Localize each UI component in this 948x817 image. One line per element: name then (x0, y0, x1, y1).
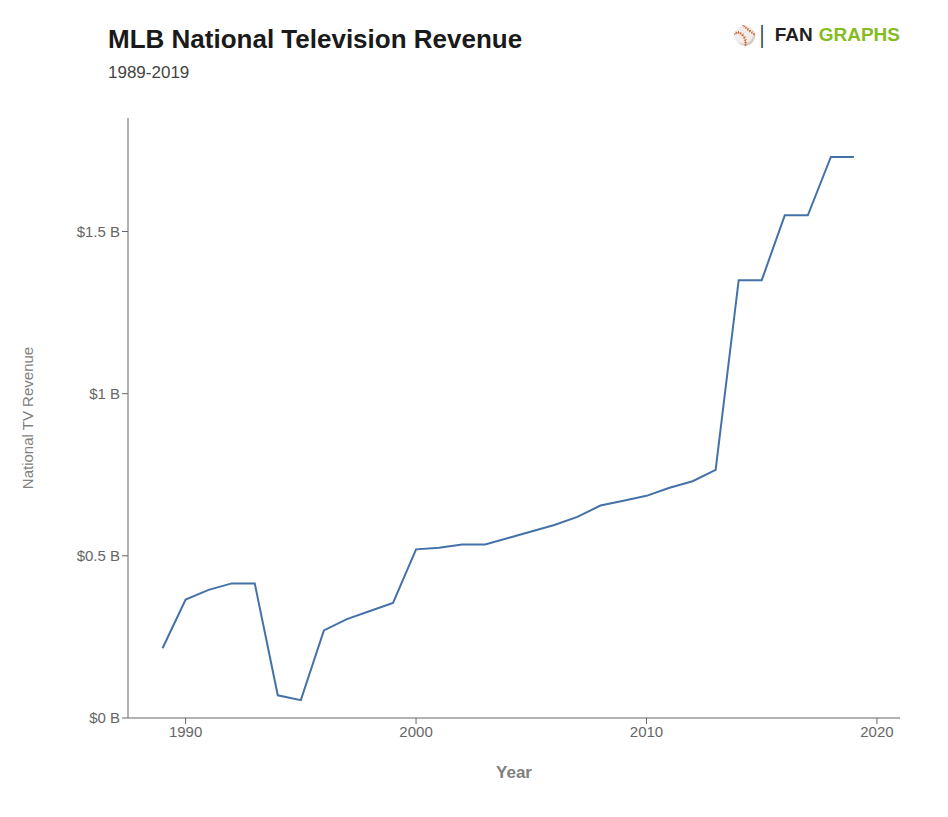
svg-text:2000: 2000 (399, 723, 432, 740)
svg-text:1990: 1990 (169, 723, 202, 740)
svg-text:Year: Year (496, 763, 532, 782)
svg-text:$0.5 B: $0.5 B (77, 547, 120, 564)
html-text:1989-2019: 1989-2019 (108, 63, 190, 82)
svg-text:National TV Revenue: National TV Revenue (19, 347, 36, 489)
svg-text:$1.5 B: $1.5 B (77, 223, 120, 240)
svg-text:2010: 2010 (630, 723, 663, 740)
html-text:⚾│ FAN GRAPHS: ⚾│ FAN GRAPHS (732, 24, 900, 46)
svg-text:2020: 2020 (860, 723, 893, 740)
html-text:MLB National Television Revenu: MLB National Television Revenue (108, 24, 523, 54)
svg-text:$1 B: $1 B (89, 385, 120, 402)
svg-text:$0 B: $0 B (89, 709, 120, 726)
